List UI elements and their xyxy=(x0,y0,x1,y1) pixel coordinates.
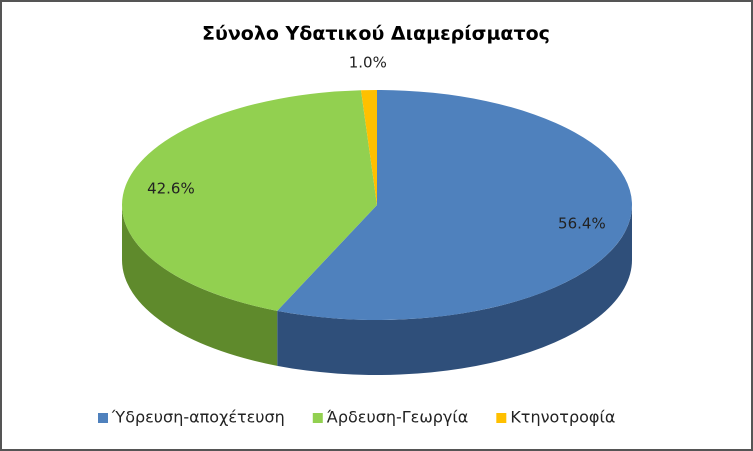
data-label: 42.6% xyxy=(147,180,195,198)
slice xyxy=(277,90,633,321)
legend-swatch xyxy=(312,413,323,423)
legend-label: Κτηνοτροφία xyxy=(510,408,615,427)
slice-side xyxy=(122,205,278,366)
legend-label: Ύδρευση-αποχέτευση xyxy=(111,408,285,427)
slice xyxy=(360,90,377,205)
legend-swatch xyxy=(496,413,507,423)
slice xyxy=(122,90,377,311)
slice-side xyxy=(277,205,632,375)
data-label: 1.0% xyxy=(349,53,387,71)
chart-title: Σύνολο Υδατικού Διαμερίσματος xyxy=(202,23,550,45)
legend-swatch xyxy=(98,413,108,423)
data-label: 56.4% xyxy=(558,214,606,232)
legend-label: Άρδευση-Γεωργία xyxy=(327,408,469,427)
